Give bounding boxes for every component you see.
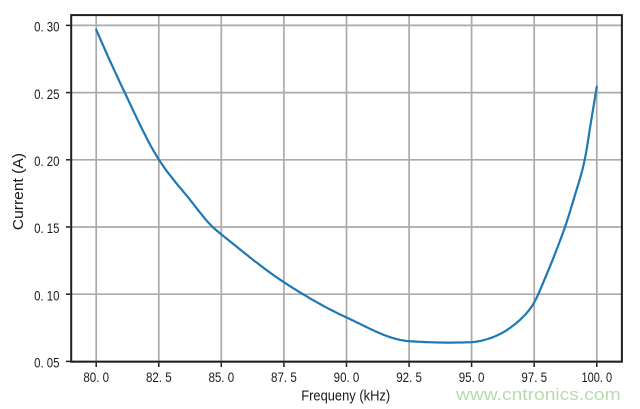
svg-text:0. 25: 0. 25 xyxy=(34,86,60,102)
svg-text:97. 5: 97. 5 xyxy=(521,369,547,385)
svg-text:0. 30: 0. 30 xyxy=(34,19,60,35)
svg-text:90. 0: 90. 0 xyxy=(334,369,360,385)
svg-text:82. 5: 82. 5 xyxy=(146,369,172,385)
svg-text:0. 20: 0. 20 xyxy=(34,153,60,169)
svg-text:85. 0: 85. 0 xyxy=(208,369,234,385)
svg-text:0. 10: 0. 10 xyxy=(34,287,60,303)
svg-text:Frequeny (kHz): Frequeny (kHz) xyxy=(301,388,390,405)
svg-text:www.cntronics.com: www.cntronics.com xyxy=(455,385,621,404)
svg-text:Current (A): Current (A) xyxy=(10,153,27,230)
svg-text:100. 0: 100. 0 xyxy=(582,369,613,385)
svg-text:0. 05: 0. 05 xyxy=(34,355,60,371)
svg-text:87. 5: 87. 5 xyxy=(271,369,297,385)
svg-text:92. 5: 92. 5 xyxy=(396,369,422,385)
svg-text:0. 15: 0. 15 xyxy=(34,220,60,236)
svg-text:80. 0: 80. 0 xyxy=(83,369,109,385)
svg-text:95. 0: 95. 0 xyxy=(459,369,485,385)
